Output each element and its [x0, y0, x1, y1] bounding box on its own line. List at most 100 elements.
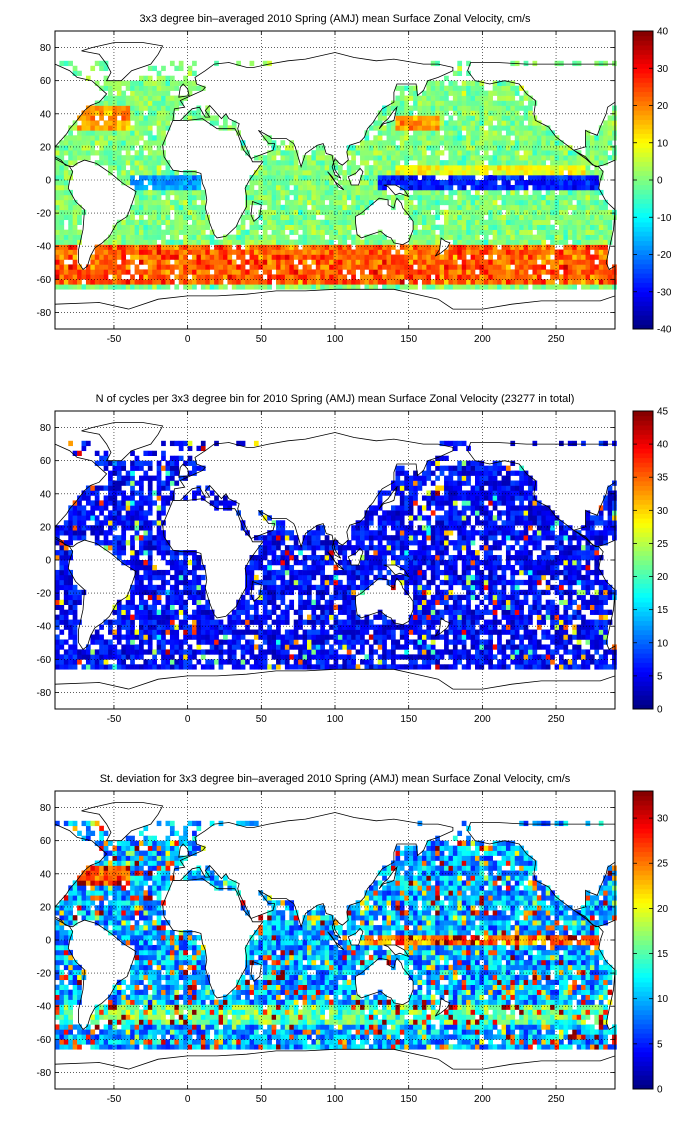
heatmap-cell: [369, 644, 374, 649]
heatmap-cell: [409, 259, 414, 264]
heatmap-cell: [174, 185, 179, 190]
heatmap-cell: [422, 269, 427, 274]
heatmap-cell: [462, 259, 467, 264]
heatmap-cell: [316, 165, 321, 170]
heatmap-cell: [179, 255, 184, 260]
heatmap-cell: [373, 160, 378, 165]
heatmap-cell: [285, 654, 290, 659]
heatmap-cell: [471, 259, 476, 264]
heatmap-cell: [599, 664, 604, 669]
heatmap-cell: [210, 649, 215, 654]
heatmap-cell: [174, 200, 179, 205]
heatmap-cell: [559, 160, 564, 165]
heatmap-cell: [258, 259, 263, 264]
heatmap-cell: [395, 625, 400, 630]
heatmap-cell: [435, 160, 440, 165]
heatmap-cell: [577, 625, 582, 630]
heatmap-cell: [537, 210, 542, 215]
heatmap-cell: [563, 180, 568, 185]
heatmap-cell: [112, 150, 117, 155]
heatmap-cell: [453, 654, 458, 659]
heatmap-cell: [55, 230, 60, 235]
heatmap-cell: [422, 615, 427, 620]
heatmap-cell: [572, 635, 577, 640]
heatmap-cell: [214, 644, 219, 649]
heatmap-cell: [289, 190, 294, 195]
heatmap-cell: [457, 274, 462, 279]
heatmap-cell: [497, 215, 502, 220]
heatmap-cell: [157, 101, 162, 106]
heatmap-cell: [413, 230, 418, 235]
heatmap-cell: [373, 175, 378, 180]
heatmap-cell: [139, 91, 144, 96]
heatmap-cell: [161, 96, 166, 101]
heatmap-cell: [497, 96, 502, 101]
heatmap-cell: [192, 86, 197, 91]
heatmap-cell: [524, 630, 529, 635]
heatmap-cell: [364, 284, 369, 289]
heatmap-cell: [68, 284, 73, 289]
heatmap-cell: [484, 180, 489, 185]
heatmap-cell: [382, 180, 387, 185]
heatmap-cell: [294, 269, 299, 274]
colorbar-step: [633, 296, 653, 301]
heatmap-cell: [356, 250, 361, 255]
heatmap-cell: [161, 210, 166, 215]
heatmap-cell: [422, 160, 427, 165]
heatmap-cell: [121, 255, 126, 260]
heatmap-cell: [524, 170, 529, 175]
heatmap-cell: [201, 250, 206, 255]
heatmap-cell: [121, 230, 126, 235]
heatmap-cell: [493, 269, 498, 274]
heatmap-cell: [263, 215, 268, 220]
heatmap-cell: [338, 639, 343, 644]
heatmap-cell: [471, 135, 476, 140]
heatmap-cell: [232, 639, 237, 644]
heatmap-cell: [541, 170, 546, 175]
heatmap-cell: [236, 274, 241, 279]
heatmap-cell: [108, 240, 113, 245]
heatmap-cell: [68, 630, 73, 635]
heatmap-cell: [298, 220, 303, 225]
heatmap-cell: [497, 130, 502, 135]
heatmap-cell: [462, 135, 467, 140]
heatmap-cell: [130, 210, 135, 215]
heatmap-cell: [537, 165, 542, 170]
heatmap-cell: [161, 255, 166, 260]
heatmap-cell: [161, 180, 166, 185]
heatmap-cell: [479, 255, 484, 260]
heatmap-cell: [457, 130, 462, 135]
heatmap-cell: [59, 200, 64, 205]
heatmap-cell: [409, 180, 414, 185]
heatmap-cell: [581, 615, 586, 620]
heatmap-cell: [272, 230, 277, 235]
heatmap-cell: [502, 274, 507, 279]
heatmap-cell: [117, 125, 122, 130]
heatmap-cell: [457, 165, 462, 170]
heatmap-cell: [334, 245, 339, 250]
heatmap-cell: [152, 120, 157, 125]
heatmap-cell: [493, 220, 498, 225]
heatmap-cell: [152, 649, 157, 654]
heatmap-cell: [161, 274, 166, 279]
heatmap-cell: [298, 185, 303, 190]
heatmap-cell: [179, 210, 184, 215]
heatmap-cell: [493, 115, 498, 120]
heatmap-cell: [373, 145, 378, 150]
heatmap-cell: [400, 101, 405, 106]
heatmap-cell: [373, 190, 378, 195]
heatmap-cell: [555, 644, 560, 649]
heatmap-cell: [303, 215, 308, 220]
heatmap-cell: [276, 210, 281, 215]
heatmap-cell: [196, 225, 201, 230]
heatmap-cell: [316, 155, 321, 160]
heatmap-cell: [307, 235, 312, 240]
heatmap-cell: [108, 264, 113, 269]
colorbar-step: [633, 31, 653, 36]
heatmap-cell: [126, 106, 131, 111]
heatmap-cell: [590, 210, 595, 215]
colorbar-step: [633, 87, 653, 92]
heatmap-cell: [475, 150, 480, 155]
heatmap-cell: [497, 649, 502, 654]
heatmap-cell: [166, 120, 171, 125]
